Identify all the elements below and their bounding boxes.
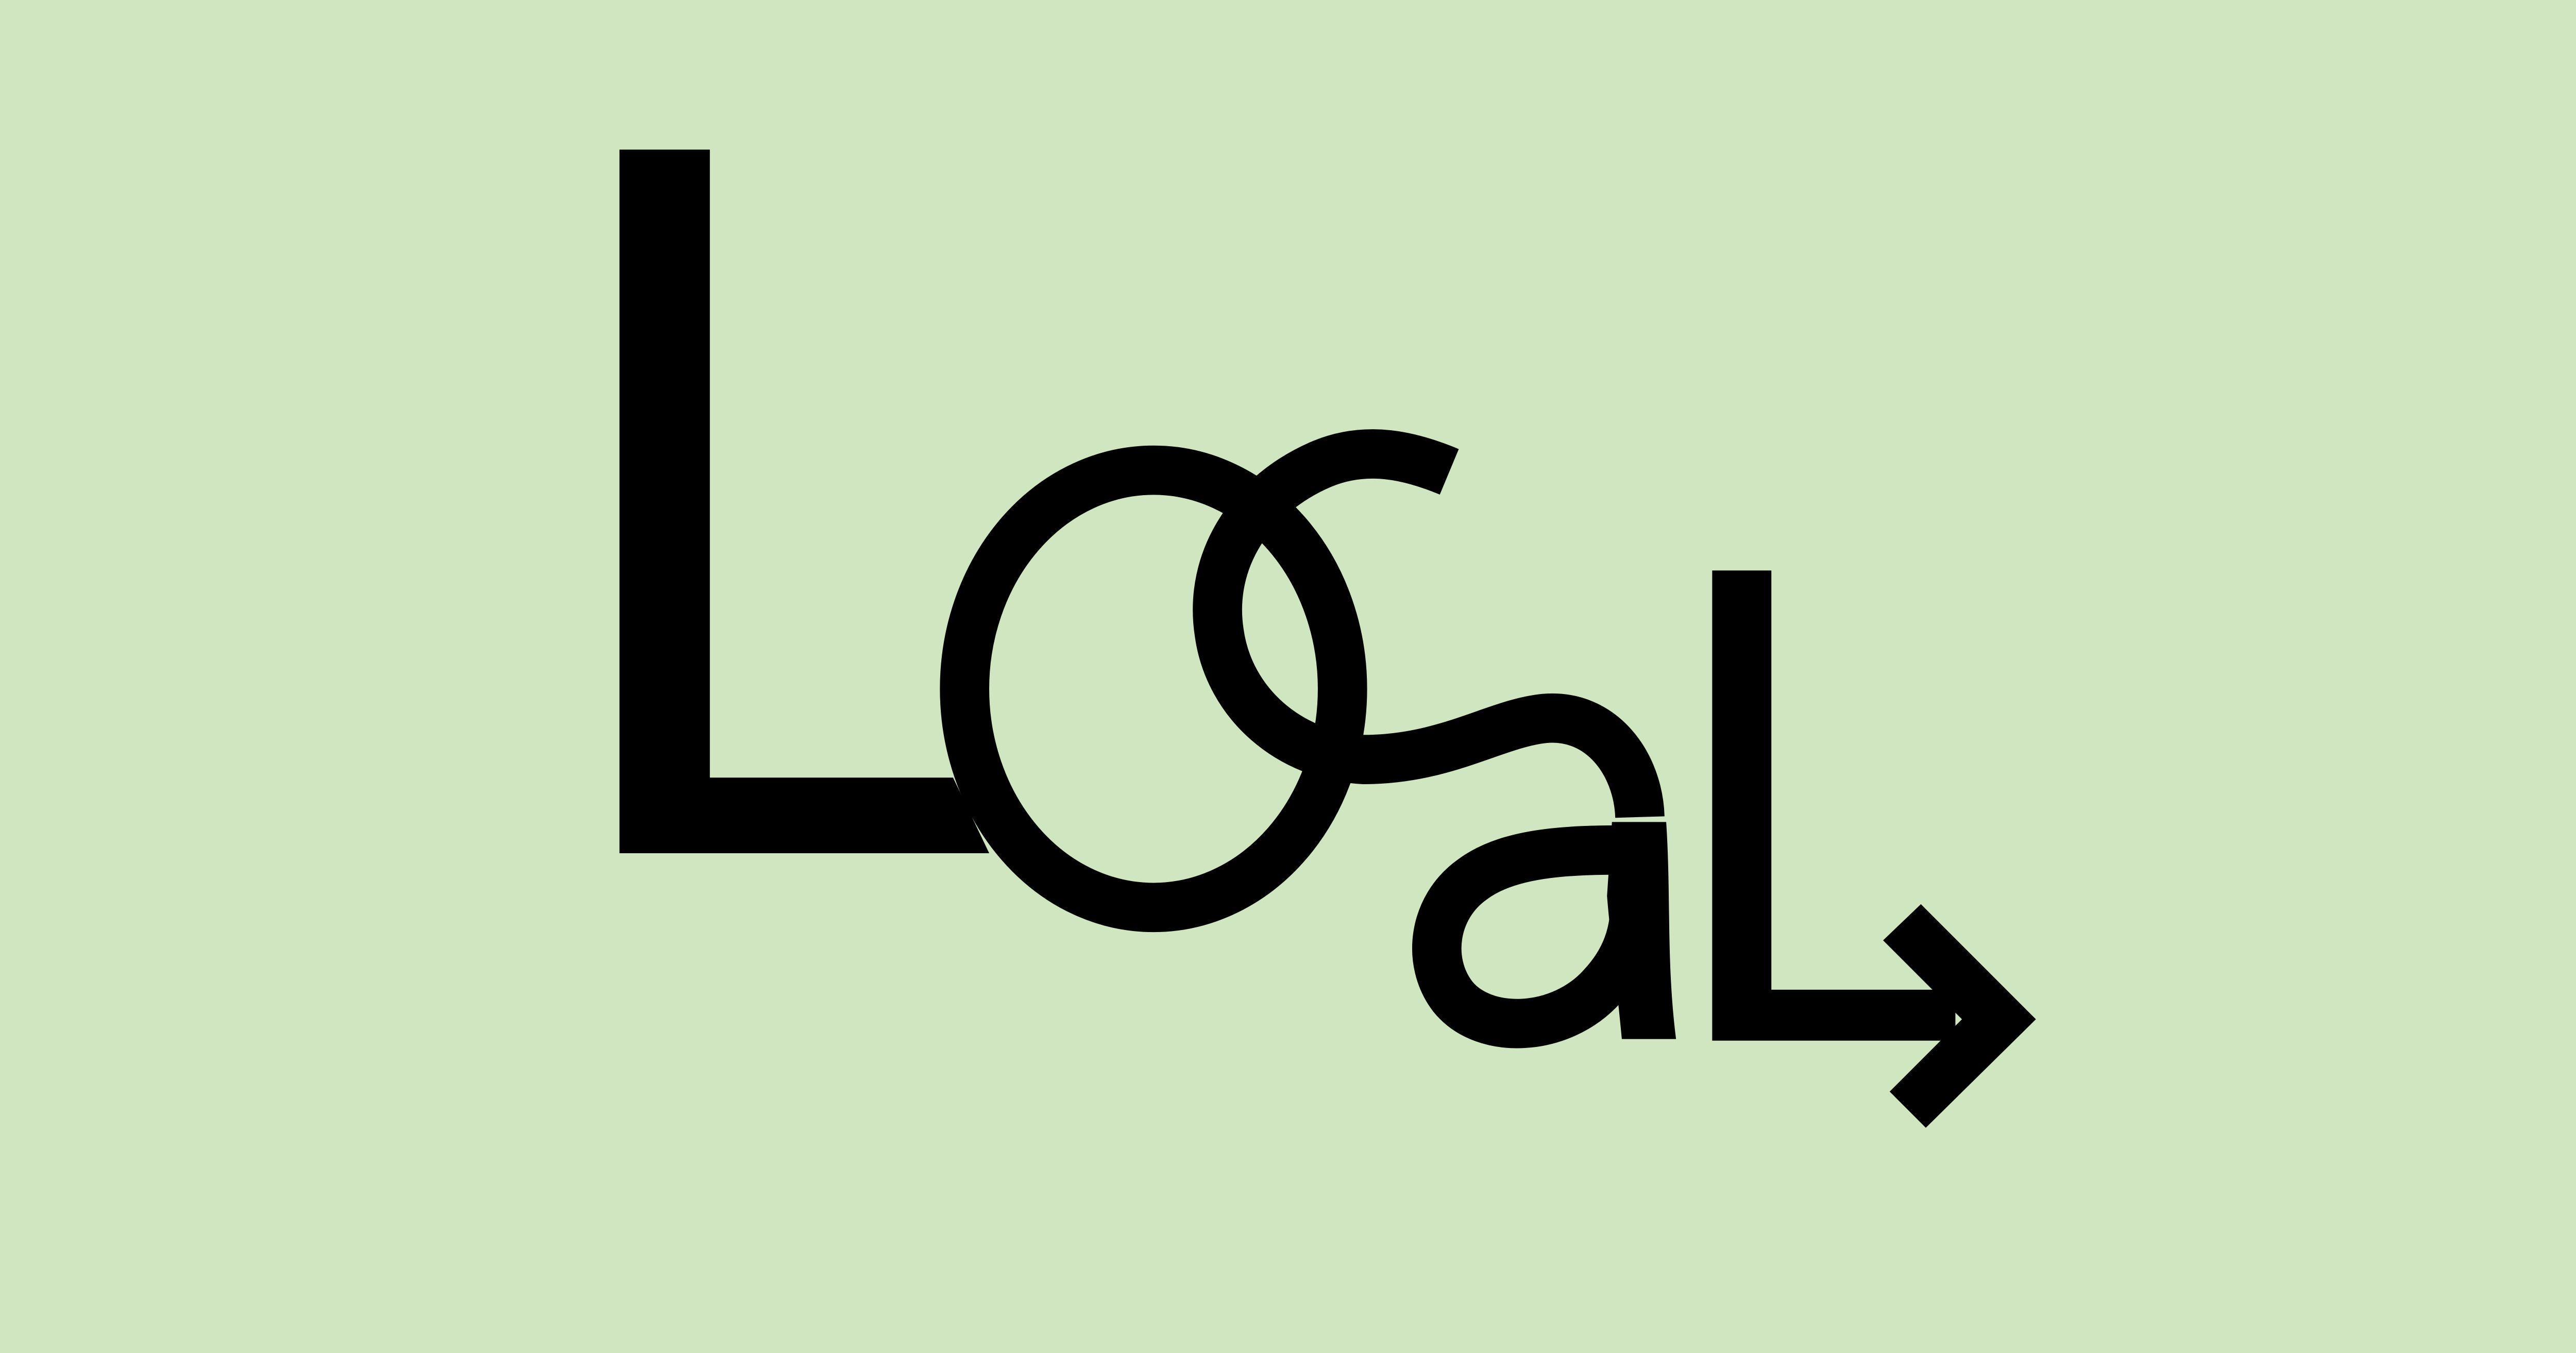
arrow-right-icon [1883,904,2036,1128]
letter-a-stem [1607,822,1676,1039]
letter-l-large [619,149,990,854]
letter-l-small [1712,570,1956,1041]
letter-a-bowl [1412,825,1660,1048]
letter-o [940,445,1367,933]
letter-c-with-swash [1193,429,1665,819]
